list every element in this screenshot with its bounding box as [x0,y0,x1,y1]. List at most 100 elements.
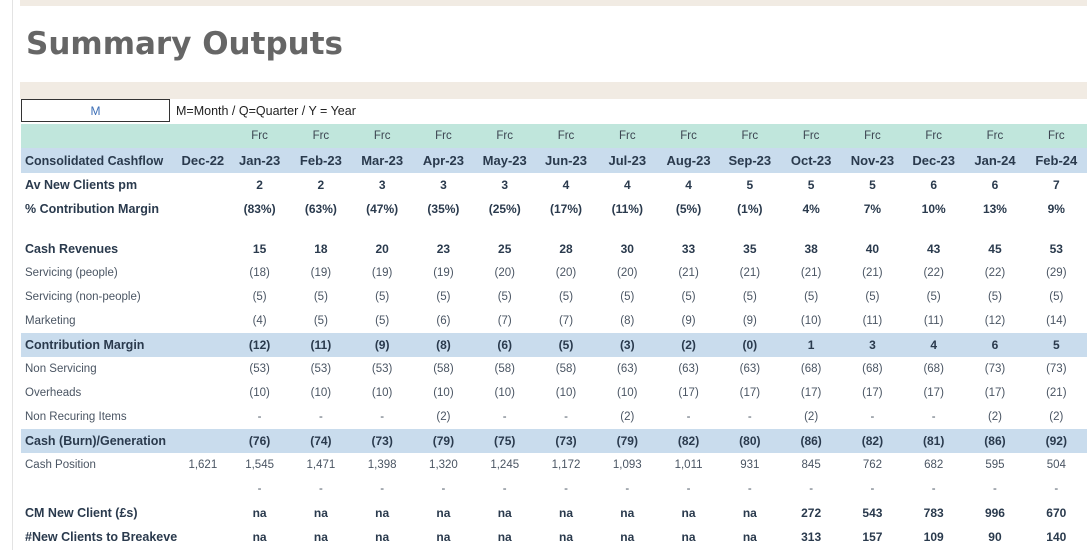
value-cell[interactable]: na [313,530,328,544]
value-cell[interactable]: (79) [596,429,658,453]
value-cell[interactable] [1026,221,1087,237]
row-label[interactable]: Servicing (people) [25,267,118,279]
value-cell[interactable]: 670 [1046,506,1067,520]
value-cell[interactable]: (73) [535,429,597,453]
value-cell[interactable]: (5) [926,291,941,303]
value-cell[interactable]: 504 [1046,459,1066,471]
value-cell[interactable]: (22) [923,267,944,279]
value-cell[interactable]: 996 [984,506,1005,520]
value-cell[interactable]: - [747,483,752,495]
forecast-flag-cell[interactable]: Frc [657,124,720,148]
row-label[interactable]: % Contribution Margin [25,202,160,216]
value-cell[interactable]: 18 [314,242,328,256]
value-cell[interactable] [176,333,229,357]
value-cell[interactable]: (5) [375,291,390,303]
value-cell[interactable]: (5) [681,291,696,303]
value-cell[interactable]: (3) [596,333,658,357]
value-cell[interactable]: (20) [617,267,638,279]
value-cell[interactable]: - [502,483,507,495]
value-cell[interactable]: (10) [249,387,270,399]
value-cell[interactable]: 40 [865,242,880,256]
value-cell[interactable]: 5 [746,178,754,192]
value-cell[interactable]: (7) [497,315,512,327]
value-cell[interactable]: 272 [801,506,822,520]
value-cell[interactable]: (9) [681,315,696,327]
value-cell[interactable]: 931 [740,459,760,471]
value-cell[interactable]: 3 [440,178,447,192]
value-cell[interactable]: (86) [964,429,1026,453]
value-cell[interactable]: 5 [1025,333,1087,357]
value-cell[interactable]: - [931,483,936,495]
value-cell[interactable]: 1,093 [612,459,642,471]
month-header-cell[interactable]: Feb-23 [290,148,352,173]
value-cell[interactable]: (17) [862,387,883,399]
value-cell[interactable]: na [436,506,451,520]
value-cell[interactable]: (82) [841,429,904,453]
value-cell[interactable]: 53 [1049,242,1063,256]
value-cell[interactable] [474,221,535,237]
value-cell[interactable]: - [564,411,568,423]
value-cell[interactable]: na [375,530,390,544]
value-cell[interactable]: (58) [494,363,515,375]
value-cell[interactable] [352,221,413,237]
row-label[interactable]: Servicing (non-people) [25,291,141,303]
value-cell[interactable]: (20) [494,267,515,279]
value-cell[interactable]: (17) [678,387,699,399]
month-header-cell[interactable]: Aug-23 [657,148,720,173]
value-cell[interactable]: 15 [252,242,267,256]
forecast-flag-cell[interactable]: Frc [1025,124,1087,148]
value-cell[interactable]: (82) [657,429,720,453]
month-header-cell[interactable]: Apr-23 [412,148,475,173]
value-cell[interactable]: - [502,411,507,423]
value-cell[interactable]: na [436,530,451,544]
value-cell[interactable]: (6) [474,333,536,357]
value-cell[interactable]: (68) [923,363,944,375]
value-cell[interactable]: (5) [1049,291,1064,303]
value-cell[interactable]: (5) [865,291,880,303]
value-cell[interactable]: (1%) [737,202,763,216]
value-cell[interactable]: (68) [862,363,883,375]
value-cell[interactable]: (11) [862,315,883,327]
value-cell[interactable]: (2) [1049,411,1064,423]
value-cell[interactable]: (5) [497,291,512,303]
value-cell[interactable]: (17) [984,387,1006,399]
value-cell[interactable]: (17%) [549,202,582,216]
value-cell[interactable]: 595 [985,459,1005,471]
value-cell[interactable]: (12) [984,315,1006,327]
value-cell[interactable] [177,197,229,221]
value-cell[interactable]: (5) [252,291,267,303]
value-cell[interactable] [177,477,229,501]
value-cell[interactable]: (14) [1046,315,1067,327]
forecast-flag-cell[interactable]: Frc [535,124,597,148]
value-cell[interactable]: (5) [620,291,635,303]
month-header-cell[interactable]: Mar-23 [351,148,413,173]
value-cell[interactable]: (53) [249,363,270,375]
value-cell[interactable]: 5 [807,178,815,192]
value-cell[interactable]: 35 [743,242,757,256]
value-cell[interactable]: (9) [742,315,757,327]
value-cell[interactable]: (5) [313,291,328,303]
value-cell[interactable] [177,173,229,197]
value-cell[interactable]: na [497,506,512,520]
month-header-cell[interactable]: Sep-23 [719,148,781,173]
forecast-flag-cell[interactable]: Frc [719,124,781,148]
value-cell[interactable] [177,285,229,309]
value-cell[interactable]: 10% [921,202,946,216]
value-cell[interactable]: (5%) [675,202,702,216]
value-cell[interactable]: (2) [620,411,635,423]
month-header-cell[interactable]: Jul-23 [596,148,658,173]
value-cell[interactable]: (17) [800,387,822,399]
value-cell[interactable]: 5 [869,178,876,192]
value-cell[interactable]: (5) [436,291,451,303]
value-cell[interactable]: (86) [780,429,842,453]
value-cell[interactable]: - [257,483,262,495]
value-cell[interactable]: - [1054,483,1059,495]
value-cell[interactable] [780,221,841,237]
value-cell[interactable]: (10) [310,387,332,399]
value-cell[interactable] [719,221,780,237]
value-cell[interactable]: 43 [927,242,941,256]
value-cell[interactable]: - [747,411,752,423]
value-cell[interactable]: (35%) [427,202,460,216]
value-cell[interactable]: 4 [562,178,570,192]
value-cell[interactable] [177,381,229,405]
